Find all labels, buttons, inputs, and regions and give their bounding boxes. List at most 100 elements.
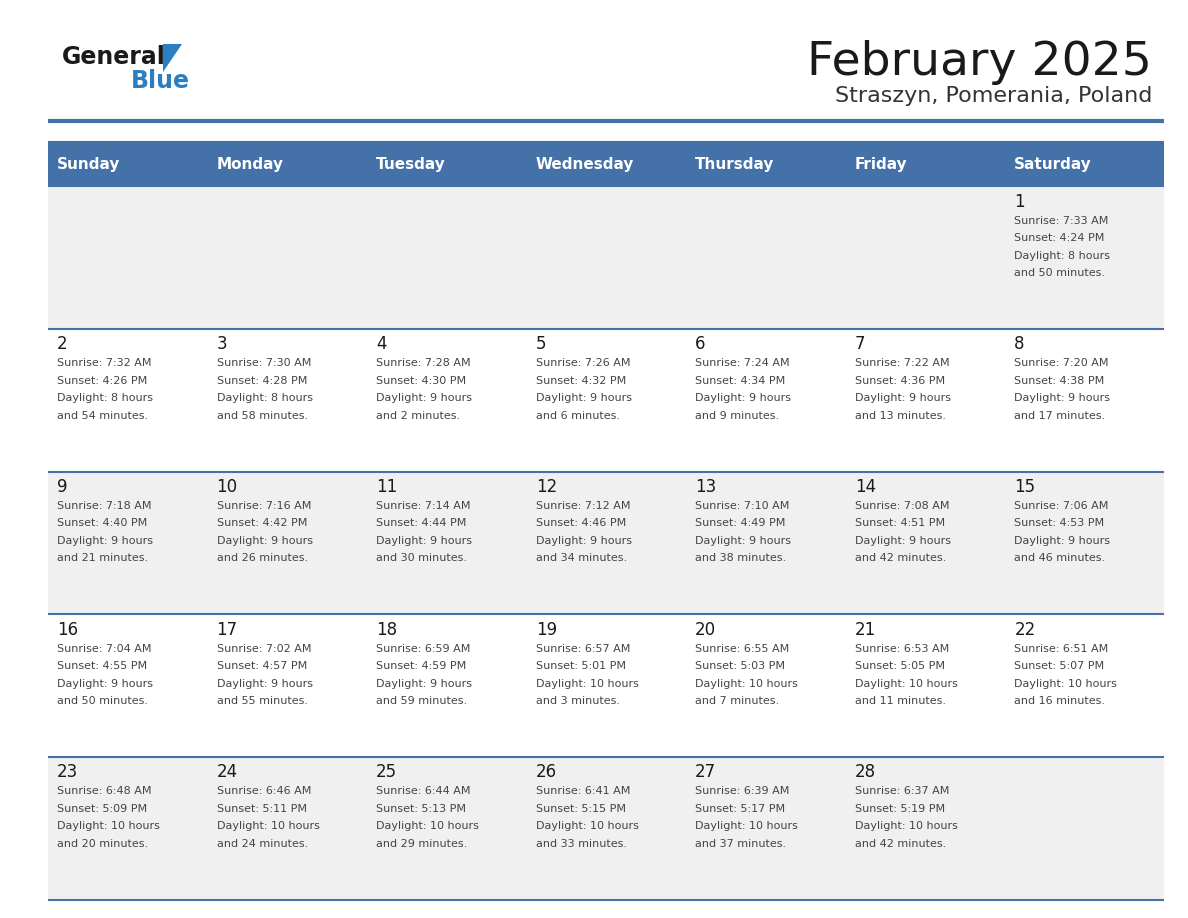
Text: Sunset: 5:01 PM: Sunset: 5:01 PM <box>536 661 626 671</box>
Text: and 50 minutes.: and 50 minutes. <box>1015 268 1105 278</box>
Text: Daylight: 9 hours: Daylight: 9 hours <box>1015 536 1111 546</box>
Text: Sunrise: 7:06 AM: Sunrise: 7:06 AM <box>1015 501 1108 511</box>
Text: Daylight: 9 hours: Daylight: 9 hours <box>57 536 153 546</box>
Text: Daylight: 10 hours: Daylight: 10 hours <box>216 822 320 831</box>
Text: Daylight: 10 hours: Daylight: 10 hours <box>57 822 160 831</box>
Text: Sunset: 4:32 PM: Sunset: 4:32 PM <box>536 375 626 386</box>
Text: Sunset: 4:55 PM: Sunset: 4:55 PM <box>57 661 147 671</box>
Text: Sunset: 4:49 PM: Sunset: 4:49 PM <box>695 519 785 529</box>
Text: Sunrise: 6:41 AM: Sunrise: 6:41 AM <box>536 787 630 796</box>
Text: Sunrise: 7:14 AM: Sunrise: 7:14 AM <box>377 501 470 511</box>
Text: Sunset: 4:53 PM: Sunset: 4:53 PM <box>1015 519 1105 529</box>
Text: Sunrise: 7:33 AM: Sunrise: 7:33 AM <box>1015 216 1108 226</box>
Text: 7: 7 <box>854 335 865 353</box>
Bar <box>48 142 207 186</box>
Text: Sunset: 4:28 PM: Sunset: 4:28 PM <box>216 375 307 386</box>
Text: Sunset: 4:26 PM: Sunset: 4:26 PM <box>57 375 147 386</box>
Text: Friday: Friday <box>854 157 908 172</box>
Text: Sunrise: 7:04 AM: Sunrise: 7:04 AM <box>57 644 152 654</box>
Bar <box>845 142 1005 186</box>
Bar <box>1005 614 1164 757</box>
Text: Wednesday: Wednesday <box>536 157 634 172</box>
Text: and 11 minutes.: and 11 minutes. <box>854 696 946 706</box>
Text: Daylight: 9 hours: Daylight: 9 hours <box>536 536 632 546</box>
Text: Daylight: 8 hours: Daylight: 8 hours <box>216 393 312 403</box>
Bar <box>685 472 845 614</box>
Bar <box>845 186 1005 329</box>
Text: 2: 2 <box>57 335 68 353</box>
Polygon shape <box>163 44 182 72</box>
Text: Sunset: 4:34 PM: Sunset: 4:34 PM <box>695 375 785 386</box>
Bar <box>48 757 207 900</box>
Text: and 21 minutes.: and 21 minutes. <box>57 554 148 564</box>
Text: and 38 minutes.: and 38 minutes. <box>695 554 786 564</box>
Text: Daylight: 9 hours: Daylight: 9 hours <box>536 393 632 403</box>
Text: Sunrise: 7:22 AM: Sunrise: 7:22 AM <box>854 358 949 368</box>
Text: Sunrise: 7:28 AM: Sunrise: 7:28 AM <box>377 358 470 368</box>
Text: 4: 4 <box>377 335 386 353</box>
Bar <box>367 329 526 472</box>
Bar <box>845 472 1005 614</box>
Text: and 54 minutes.: and 54 minutes. <box>57 410 148 420</box>
Text: 5: 5 <box>536 335 546 353</box>
Text: and 20 minutes.: and 20 minutes. <box>57 839 148 848</box>
Text: 20: 20 <box>695 621 716 639</box>
Text: Daylight: 9 hours: Daylight: 9 hours <box>695 536 791 546</box>
Text: Sunday: Sunday <box>57 157 120 172</box>
Text: Daylight: 8 hours: Daylight: 8 hours <box>1015 251 1111 261</box>
Text: Monday: Monday <box>216 157 284 172</box>
Text: Sunrise: 7:10 AM: Sunrise: 7:10 AM <box>695 501 790 511</box>
Text: Daylight: 9 hours: Daylight: 9 hours <box>377 536 472 546</box>
Text: and 46 minutes.: and 46 minutes. <box>1015 554 1105 564</box>
Text: Sunrise: 7:16 AM: Sunrise: 7:16 AM <box>216 501 311 511</box>
Text: Daylight: 9 hours: Daylight: 9 hours <box>377 393 472 403</box>
Text: 28: 28 <box>854 764 876 781</box>
Text: Sunset: 4:40 PM: Sunset: 4:40 PM <box>57 519 147 529</box>
Text: and 26 minutes.: and 26 minutes. <box>216 554 308 564</box>
Text: Sunrise: 7:26 AM: Sunrise: 7:26 AM <box>536 358 630 368</box>
Bar <box>526 472 685 614</box>
Text: and 16 minutes.: and 16 minutes. <box>1015 696 1105 706</box>
Bar <box>48 186 207 329</box>
Text: Daylight: 10 hours: Daylight: 10 hours <box>536 822 639 831</box>
Text: Sunrise: 6:44 AM: Sunrise: 6:44 AM <box>377 787 470 796</box>
Text: Sunrise: 7:20 AM: Sunrise: 7:20 AM <box>1015 358 1108 368</box>
Bar <box>1005 142 1164 186</box>
Text: and 29 minutes.: and 29 minutes. <box>377 839 467 848</box>
Text: Daylight: 10 hours: Daylight: 10 hours <box>854 678 958 688</box>
Text: 1: 1 <box>1015 193 1025 211</box>
Text: 8: 8 <box>1015 335 1025 353</box>
Text: Sunset: 4:57 PM: Sunset: 4:57 PM <box>216 661 307 671</box>
Text: February 2025: February 2025 <box>808 39 1152 85</box>
Text: Daylight: 9 hours: Daylight: 9 hours <box>1015 393 1111 403</box>
Text: Sunset: 5:17 PM: Sunset: 5:17 PM <box>695 804 785 813</box>
Bar <box>207 614 367 757</box>
Text: Sunset: 5:09 PM: Sunset: 5:09 PM <box>57 804 147 813</box>
Text: 16: 16 <box>57 621 78 639</box>
Text: 17: 17 <box>216 621 238 639</box>
Text: Daylight: 9 hours: Daylight: 9 hours <box>854 536 950 546</box>
Text: Sunset: 4:59 PM: Sunset: 4:59 PM <box>377 661 467 671</box>
Text: 26: 26 <box>536 764 557 781</box>
Text: 23: 23 <box>57 764 78 781</box>
Text: Sunrise: 7:30 AM: Sunrise: 7:30 AM <box>216 358 311 368</box>
Text: Sunrise: 6:51 AM: Sunrise: 6:51 AM <box>1015 644 1108 654</box>
Bar <box>48 472 207 614</box>
Text: Sunset: 5:03 PM: Sunset: 5:03 PM <box>695 661 785 671</box>
Text: Sunrise: 7:18 AM: Sunrise: 7:18 AM <box>57 501 152 511</box>
Bar <box>367 186 526 329</box>
Text: and 24 minutes.: and 24 minutes. <box>216 839 308 848</box>
Text: 15: 15 <box>1015 478 1036 496</box>
Bar <box>207 472 367 614</box>
Text: and 17 minutes.: and 17 minutes. <box>1015 410 1105 420</box>
Text: Sunrise: 6:37 AM: Sunrise: 6:37 AM <box>854 787 949 796</box>
Bar <box>207 329 367 472</box>
Text: Daylight: 8 hours: Daylight: 8 hours <box>57 393 153 403</box>
Text: Sunrise: 7:24 AM: Sunrise: 7:24 AM <box>695 358 790 368</box>
Text: Sunrise: 7:32 AM: Sunrise: 7:32 AM <box>57 358 152 368</box>
Text: and 9 minutes.: and 9 minutes. <box>695 410 779 420</box>
Text: Sunset: 5:11 PM: Sunset: 5:11 PM <box>216 804 307 813</box>
Text: Sunset: 4:30 PM: Sunset: 4:30 PM <box>377 375 466 386</box>
Text: Sunset: 4:44 PM: Sunset: 4:44 PM <box>377 519 467 529</box>
Text: 11: 11 <box>377 478 398 496</box>
